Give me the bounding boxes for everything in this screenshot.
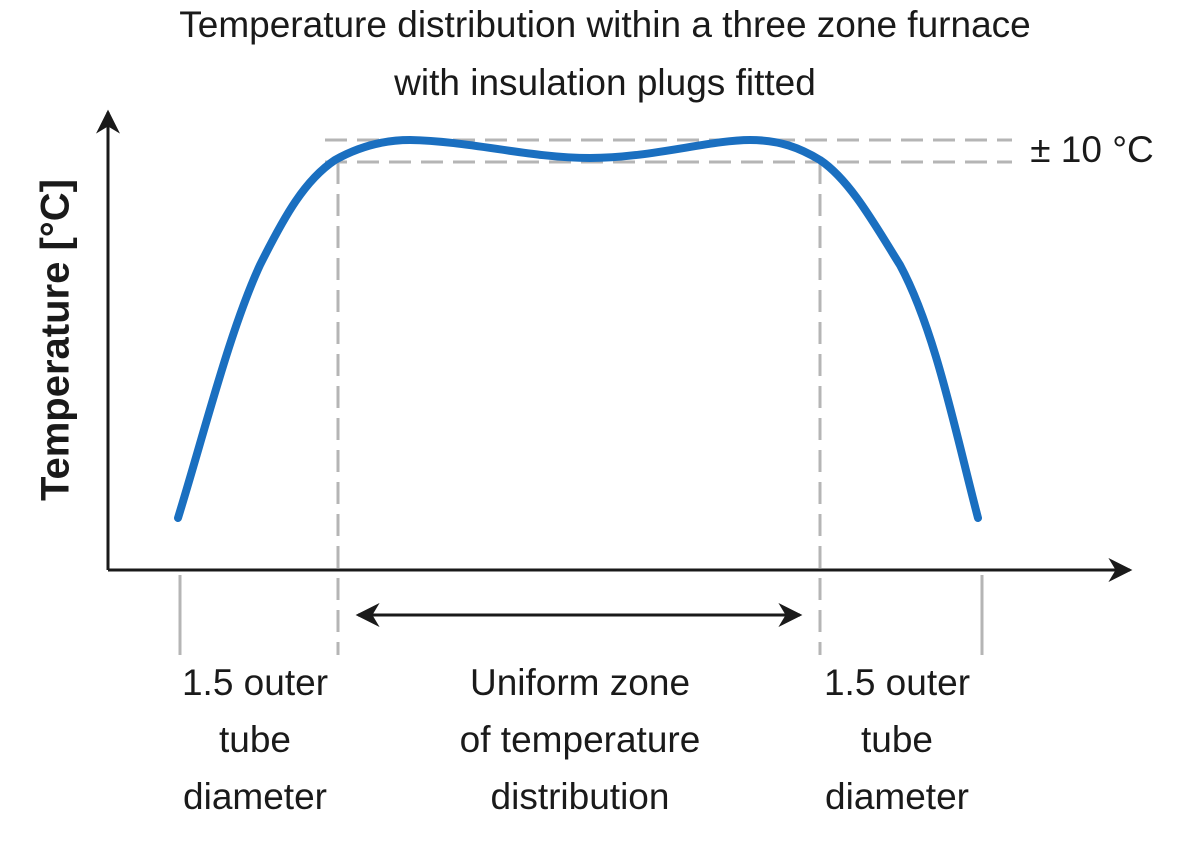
temperature-curve [174, 135, 982, 522]
zone-label: 1.5 outer [824, 662, 970, 703]
guides [178, 138, 1012, 655]
title-line: Temperature distribution within a three … [179, 4, 1030, 45]
zone-label: distribution [491, 776, 670, 817]
title-line: with insulation plugs fitted [393, 62, 816, 103]
y-axis-label: Temperature [°C] [34, 179, 78, 501]
zone-label: tube [219, 719, 291, 760]
zone-label: diameter [825, 776, 969, 817]
zone-label: 1.5 outer [182, 662, 328, 703]
zone-label: Uniform zone [470, 662, 690, 703]
zone-label: diameter [183, 776, 327, 817]
tolerance-label: ± 10 °C [1030, 129, 1154, 170]
zone-label: tube [861, 719, 933, 760]
zone-label: of temperature [460, 719, 701, 760]
